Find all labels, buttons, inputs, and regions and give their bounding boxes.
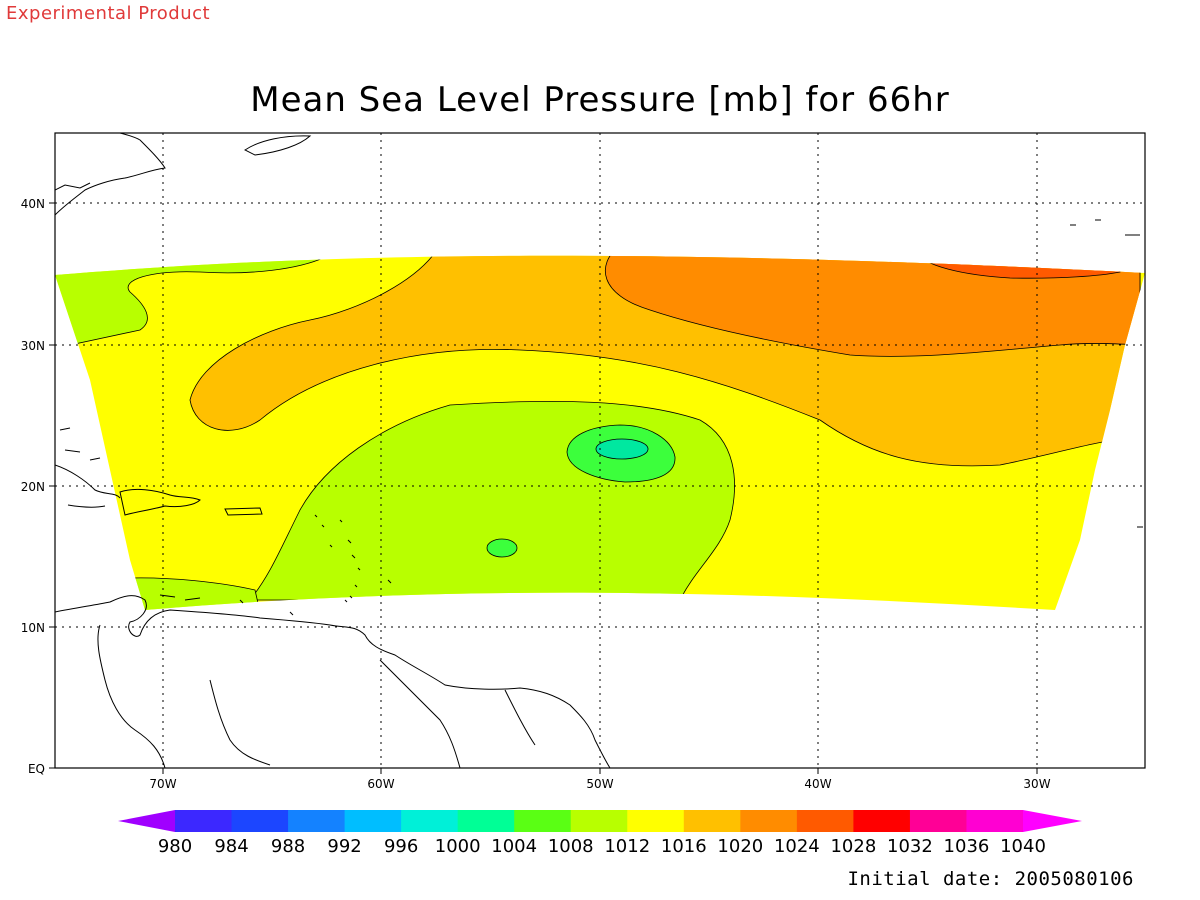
longitude-labels: 70W 60W 50W 40W 30W — [149, 777, 1050, 791]
lat-label: EQ — [28, 762, 45, 776]
colorbar-box — [796, 810, 854, 832]
experimental-product-watermark: Experimental Product — [6, 3, 211, 24]
colorbar-box — [740, 810, 798, 832]
colorbar-label: 1024 — [774, 836, 820, 857]
nova-scotia-coast — [244, 135, 312, 156]
colorbar-label: 1012 — [604, 836, 650, 857]
colorbar-label: 984 — [214, 836, 248, 857]
lat-label: 10N — [21, 621, 45, 635]
colorbar-label: 996 — [384, 836, 418, 857]
south-america-coast — [55, 595, 611, 768]
colorbar-box — [457, 810, 515, 832]
colorbar-label: 1036 — [944, 836, 990, 857]
colorbar-box — [966, 810, 1024, 832]
colorbar-box — [231, 810, 289, 832]
puerto-rico-coast — [224, 507, 263, 516]
colorbar-box — [344, 810, 402, 832]
colorbar-label: 992 — [327, 836, 361, 857]
colorbar-box — [683, 810, 741, 832]
pressure-field — [55, 255, 1145, 611]
map-plot-area — [55, 133, 1145, 768]
colorbar-box — [570, 810, 628, 832]
latitude-labels: 40N 30N 20N 10N EQ — [21, 197, 45, 776]
colorbar: 980 984 988 992 996 1000 1004 1008 1012 1016 1020 1… — [118, 810, 1082, 857]
axis-ticks — [49, 202, 1038, 774]
lesser-antilles — [314, 514, 392, 603]
north-america-coast — [55, 133, 166, 216]
colorbar-label: 1028 — [830, 836, 876, 857]
colorbar-box — [909, 810, 967, 832]
lat-label: 40N — [21, 197, 45, 211]
colorbar-label: 1040 — [1000, 836, 1046, 857]
pressure-1000-low-center — [595, 438, 649, 460]
colorbar-label: 1004 — [491, 836, 537, 857]
azores-islands — [1070, 219, 1143, 528]
colorbar-left-arrow — [118, 810, 175, 832]
colorbar-label: 1032 — [887, 836, 933, 857]
hispaniola-coast — [119, 488, 201, 516]
colorbar-label: 1008 — [548, 836, 594, 857]
colorbar-box — [853, 810, 911, 832]
pressure-1008-corner — [55, 255, 331, 346]
lon-label: 50W — [586, 777, 613, 791]
lon-label: 30W — [1023, 777, 1050, 791]
colorbar-box — [514, 810, 572, 832]
colorbar-label: 980 — [158, 836, 192, 857]
colorbar-label: 988 — [271, 836, 305, 857]
lon-label: 60W — [367, 777, 394, 791]
colorbar-box — [288, 810, 346, 832]
colorbar-right-arrow — [1023, 810, 1082, 832]
colorbar-label: 1016 — [661, 836, 707, 857]
initial-date: Initial date: 2005080106 — [847, 868, 1134, 890]
lat-label: 30N — [21, 339, 45, 353]
lat-label: 20N — [21, 480, 45, 494]
pressure-1004-small-region — [486, 538, 518, 558]
lon-label: 70W — [149, 777, 176, 791]
colorbar-label: 1020 — [717, 836, 763, 857]
cuba-coast — [55, 464, 121, 499]
lon-label: 40W — [804, 777, 831, 791]
lat-lon-grid — [55, 133, 1145, 768]
colorbar-box — [175, 810, 233, 832]
colorbar-label: 1000 — [435, 836, 481, 857]
colorbar-box — [401, 810, 459, 832]
map-title: Mean Sea Level Pressure [mb] for 66hr — [250, 80, 950, 120]
colorbar-box — [627, 810, 685, 832]
